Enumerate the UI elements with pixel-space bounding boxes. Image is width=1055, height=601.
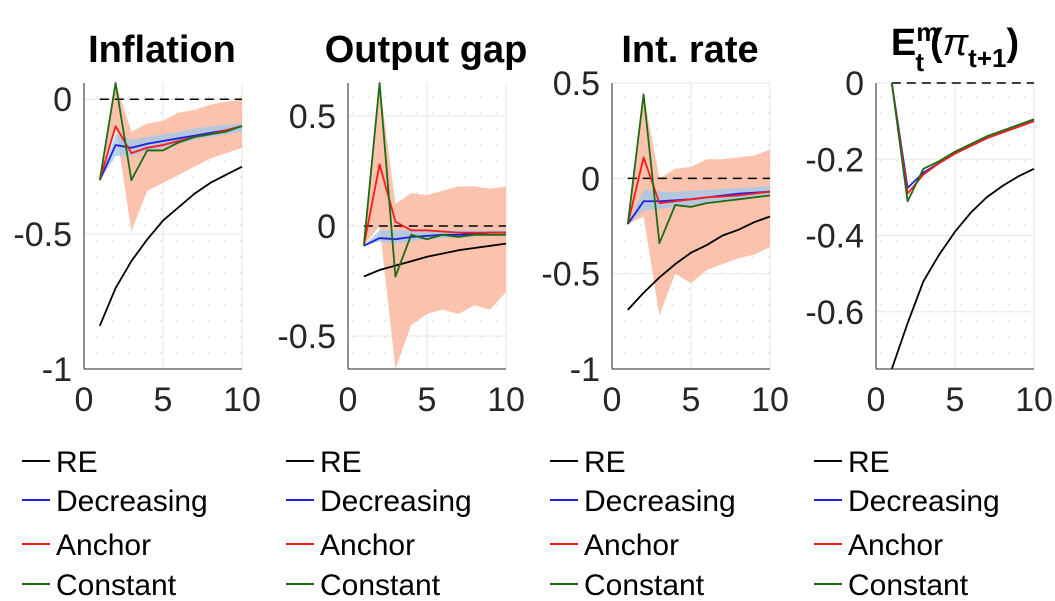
y-tick-label: -0.5 [541, 256, 600, 294]
series-line-re [627, 215, 771, 311]
panel-inflation: Inflation 0 5 10 -1 -0.5 0 RE Decreasing Anch… [13, 29, 261, 601]
y-tick-label: -0.5 [13, 216, 72, 254]
x-tick-label: 5 [154, 381, 173, 419]
panel-output-gap: Output gap 0 5 10-0.500.5 RE Decreasing An… [277, 29, 527, 601]
legend-output-gap: RE Decreasing Anchor Constant [286, 446, 472, 601]
y-tick-label: -0.5 [277, 318, 336, 356]
legend-label-decreasing: Decreasing [584, 485, 736, 518]
legend-label-anchor: Anchor [56, 529, 151, 562]
plot-area-inflation: 0 5 10 -1 -0.5 0 [13, 81, 261, 419]
legend-label-re: RE [320, 446, 362, 479]
y-tick-label: -1 [42, 351, 72, 389]
legend-label-anchor: Anchor [584, 529, 679, 562]
title-pi-sub: t+1 [968, 43, 1006, 73]
title-main: E [891, 22, 916, 64]
y-tick-label: -0.6 [805, 294, 864, 332]
legend-label-decreasing: Decreasing [320, 485, 472, 518]
band-constant [99, 83, 242, 232]
title-paren-open: ( [930, 22, 943, 64]
plot-area-expectations: 0 5 10 -0.6 -0.4 -0.2 0 [805, 65, 1053, 419]
y-tick-label: 0.5 [289, 98, 336, 136]
legend-label-re: RE [848, 446, 890, 479]
x-tick-label: 0 [867, 381, 886, 419]
legend-label-decreasing: Decreasing [56, 485, 208, 518]
plot-area-output-gap: 0 5 10-0.500.5 [277, 82, 525, 419]
series-line-anchor [362, 163, 506, 246]
x-tick-label: 0 [603, 381, 622, 419]
series-line-re [890, 167, 1035, 370]
x-tick-label: 5 [946, 381, 965, 419]
x-tick-label: 10 [751, 381, 789, 419]
legend-label-constant: Constant [320, 569, 441, 601]
y-tick-label: -1 [570, 351, 600, 389]
panel-expectations: Em t (πt+1) 0 5 10 -0.6 -0.4 -0.2 0 RE Decreasin… [805, 17, 1053, 601]
series-line-constant [98, 82, 243, 182]
y-tick-label: -0.4 [805, 218, 864, 256]
legend-label-re: RE [584, 446, 626, 479]
series-line-re [363, 242, 507, 278]
y-tick-label: 0 [53, 81, 72, 119]
band-constant [363, 83, 506, 369]
x-tick-label: 0 [75, 381, 94, 419]
series-line-constant [890, 82, 1035, 203]
x-tick-label: 5 [682, 381, 701, 419]
y-tick-label: 0 [581, 160, 600, 198]
series-line-constant [362, 82, 506, 278]
series-line-re [98, 165, 243, 327]
panel-title-expectations: Em t (πt+1) [891, 17, 1019, 77]
panel-title-output-gap: Output gap [325, 29, 528, 71]
x-tick-label: 10 [1015, 381, 1053, 419]
plot-area-int-rate: 0 5 10 -1 -0.5 0 0.5 [541, 65, 789, 419]
legend-label-constant: Constant [584, 569, 705, 601]
legend-label-constant: Constant [56, 569, 177, 601]
legend-label-re: RE [56, 446, 98, 479]
y-tick-label: 0 [845, 65, 864, 103]
title-sub: t [915, 47, 924, 77]
series-line-anchor [626, 156, 771, 225]
title-pi: π [943, 22, 970, 64]
panel-title-int-rate: Int. rate [621, 29, 758, 71]
x-tick-label: 10 [223, 381, 261, 419]
panel-title-inflation: Inflation [88, 29, 236, 71]
legend-int-rate: RE Decreasing Anchor Constant [550, 446, 736, 601]
legend-inflation: RE Decreasing Anchor Constant [22, 446, 208, 601]
legend-label-decreasing: Decreasing [848, 485, 1000, 518]
y-tick-label: 0.5 [553, 65, 600, 103]
legend-expectations: RE Decreasing Anchor Constant [814, 446, 1000, 601]
x-tick-label: 5 [418, 381, 437, 419]
legend-label-anchor: Anchor [320, 529, 415, 562]
x-tick-label: 0 [339, 381, 358, 419]
title-paren-close: ) [1006, 22, 1019, 64]
panel-int-rate: Int. rate 0 5 10 -1 -0.5 0 0.5 RE Decreasing A… [541, 29, 789, 601]
series-line-constant [626, 93, 771, 245]
title-sup: m [916, 17, 939, 47]
y-tick-label: -0.2 [805, 141, 864, 179]
legend-label-anchor: Anchor [848, 529, 943, 562]
legend-label-constant: Constant [848, 569, 969, 601]
x-tick-label: 10 [487, 381, 525, 419]
y-tick-label: 0 [317, 208, 336, 246]
